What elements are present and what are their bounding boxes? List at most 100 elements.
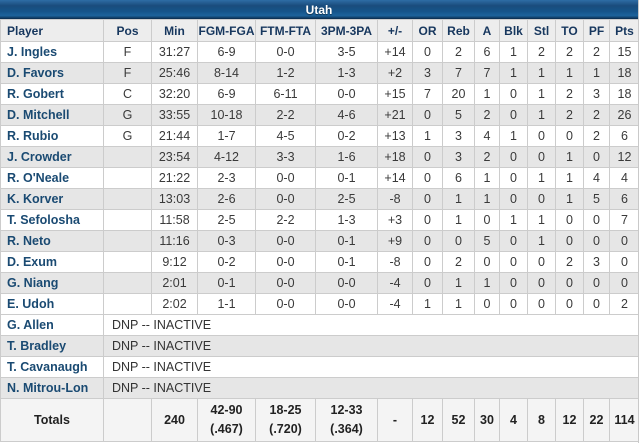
stat-pf: 3: [583, 251, 610, 273]
stat-pos: [103, 251, 152, 273]
stat-to: 1: [555, 188, 584, 210]
stat-pos: C: [103, 83, 152, 105]
stat-or: 0: [412, 146, 443, 168]
stat-stl: 0: [527, 125, 556, 147]
stat-min: 2:02: [151, 293, 198, 315]
stat-min: 2:01: [151, 272, 198, 294]
dnp-status: DNP -- INACTIVE: [103, 335, 638, 357]
player-name-link[interactable]: D. Exum: [0, 251, 104, 273]
stat-a: 1: [474, 188, 500, 210]
dnp-row: T. Cavanaugh DNP -- INACTIVE: [0, 356, 638, 378]
player-name-link[interactable]: T. Sefolosha: [0, 209, 104, 231]
stat-a: 7: [474, 62, 500, 84]
stat-or: 7: [412, 83, 443, 105]
column-header-reb: Reb: [442, 19, 475, 42]
stat-blk: 1: [499, 62, 528, 84]
stat-ft: 0-0: [255, 188, 316, 210]
stat-reb: 6: [442, 167, 475, 189]
stat-or: 0: [412, 188, 443, 210]
player-name-link[interactable]: R. Rubio: [0, 125, 104, 147]
stat-pts: 2: [609, 293, 638, 315]
player-name-link[interactable]: D. Mitchell: [0, 104, 104, 126]
stat-tp: 1-3: [315, 62, 378, 84]
stat-ft: 6-11: [255, 83, 316, 105]
totals-fg-made-att: 42-90: [210, 403, 243, 418]
stat-min: 13:03: [151, 188, 198, 210]
column-header-to: TO: [555, 19, 584, 42]
team-header: Utah: [0, 0, 638, 19]
stat-reb: 2: [442, 251, 475, 273]
player-name-link[interactable]: D. Favors: [0, 62, 104, 84]
stat-blk: 0: [499, 167, 528, 189]
player-name-link[interactable]: G. Allen: [0, 314, 104, 336]
stat-pm: -4: [377, 293, 413, 315]
stat-reb: 1: [442, 293, 475, 315]
stat-or: 0: [412, 230, 443, 252]
player-name-link[interactable]: J. Crowder: [0, 146, 104, 168]
player-row: D. Mitchell G 33:55 10-18 2-2 4-6 +21 0 5 2 0 1 2 2 26: [0, 104, 638, 126]
stat-or: 1: [412, 293, 443, 315]
stat-reb: 2: [442, 41, 475, 63]
stat-pts: 26: [609, 104, 638, 126]
player-name-link[interactable]: R. O'Neale: [0, 167, 104, 189]
column-header-3pm-3pa: 3PM-3PA: [315, 19, 378, 42]
player-name-link[interactable]: J. Ingles: [0, 41, 104, 63]
stat-pos: [103, 209, 152, 231]
player-name-link[interactable]: N. Mitrou-Lon: [0, 377, 104, 399]
column-header-stl: Stl: [527, 19, 556, 42]
player-name-link[interactable]: T. Cavanaugh: [0, 356, 104, 378]
stat-to: 1: [555, 146, 584, 168]
player-name-link[interactable]: R. Neto: [0, 230, 104, 252]
stat-pos: F: [103, 62, 152, 84]
stat-pf: 3: [583, 83, 610, 105]
stat-blk: 1: [499, 209, 528, 231]
player-name-link[interactable]: K. Korver: [0, 188, 104, 210]
stat-to: 2: [555, 104, 584, 126]
totals-to: 12: [555, 398, 584, 442]
stat-or: 0: [412, 41, 443, 63]
stat-blk: 0: [499, 293, 528, 315]
stat-to: 2: [555, 251, 584, 273]
stat-pos: [103, 167, 152, 189]
player-name-link[interactable]: R. Gobert: [0, 83, 104, 105]
totals-tp: 12-33 (.364): [315, 398, 378, 442]
stat-pos: G: [103, 125, 152, 147]
box-score-table: Player Pos Min FGM-FGA FTM-FTA 3PM-3PA +/- OR Re…: [0, 19, 638, 442]
stat-min: 31:27: [151, 41, 198, 63]
player-row: J. Crowder 23:54 4-12 3-3 1-6 +18 0 3 2 0 0 1 0 12: [0, 146, 638, 168]
stat-stl: 1: [527, 83, 556, 105]
stat-pts: 7: [609, 209, 638, 231]
stat-a: 1: [474, 83, 500, 105]
stat-or: 1: [412, 125, 443, 147]
stat-ft: 0-0: [255, 167, 316, 189]
stat-reb: 0: [442, 230, 475, 252]
player-name-link[interactable]: E. Udoh: [0, 293, 104, 315]
totals-fg: 42-90 (.467): [197, 398, 256, 442]
player-name-link[interactable]: T. Bradley: [0, 335, 104, 357]
stat-ft: 3-3: [255, 146, 316, 168]
column-header-: +/-: [377, 19, 413, 42]
stat-pts: 18: [609, 62, 638, 84]
stat-pf: 0: [583, 146, 610, 168]
stat-a: 1: [474, 167, 500, 189]
dnp-status: DNP -- INACTIVE: [103, 314, 638, 336]
stat-stl: 0: [527, 272, 556, 294]
stat-fg: 2-3: [197, 167, 256, 189]
stat-or: 3: [412, 62, 443, 84]
stat-pos: [103, 230, 152, 252]
player-stats-body: J. Ingles F 31:27 6-9 0-0 3-5 +14 0 2 6 1 2 2 2 15 D. F…: [0, 41, 638, 315]
stat-pf: 0: [583, 272, 610, 294]
stat-stl: 1: [527, 230, 556, 252]
totals-stl: 8: [527, 398, 556, 442]
player-name-link[interactable]: G. Niang: [0, 272, 104, 294]
stat-tp: 0-2: [315, 125, 378, 147]
stat-a: 2: [474, 146, 500, 168]
stat-blk: 0: [499, 146, 528, 168]
stat-ft: 0-0: [255, 41, 316, 63]
column-header-a: A: [474, 19, 500, 42]
stat-a: 2: [474, 104, 500, 126]
dnp-body: G. Allen DNP -- INACTIVE T. Bradley DNP -- …: [0, 314, 638, 399]
stat-reb: 1: [442, 272, 475, 294]
column-header-pts: Pts: [609, 19, 638, 42]
